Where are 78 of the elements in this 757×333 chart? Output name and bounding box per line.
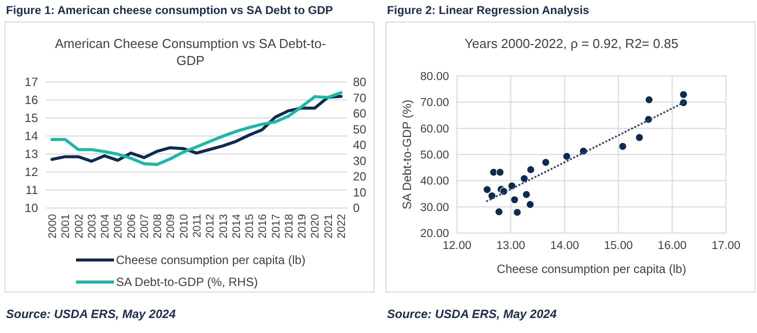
point <box>635 133 644 142</box>
point <box>520 174 528 183</box>
x-tick-label: 2016 <box>257 214 270 238</box>
y2-tick-label: 20 <box>353 170 367 184</box>
x-tick-label: 2019 <box>296 214 309 238</box>
x-tick-label: 16.00 <box>658 240 687 252</box>
y-tick-label: 10 <box>24 201 38 216</box>
x-tick-label: 12.00 <box>442 240 472 252</box>
y-tick-label: 50.00 <box>420 150 449 162</box>
y2-tick-label: 60 <box>353 106 367 121</box>
y2-tick-label: 80 <box>353 75 367 90</box>
x-tick-label: 2012 <box>204 214 217 238</box>
source-note: Source: USDA ERS, May 2024 <box>6 307 176 321</box>
x-axis-title: Cheese consumption per capita (lb) <box>496 262 686 276</box>
x-tick-label: 15.00 <box>604 240 633 252</box>
point <box>494 208 504 216</box>
x-tick-label: 2003 <box>86 214 98 238</box>
x-tick-label: 2001 <box>60 214 72 238</box>
point <box>618 142 627 150</box>
y2-tick-label: 50 <box>353 122 367 136</box>
x-tick-label: 2022 <box>336 214 348 238</box>
point <box>542 158 550 166</box>
y-tick-label: 80.00 <box>420 71 449 84</box>
y2-tick-label: 30 <box>353 154 367 168</box>
chart-subtitle: Years 2000-2022, ρ = 0.92, R2= 0.85 <box>464 36 678 51</box>
x-tick-label: 2009 <box>165 214 178 238</box>
y2-tick-label: 10 <box>353 185 367 200</box>
x-tick-label: 2013 <box>218 214 230 238</box>
point <box>526 166 535 174</box>
x-tick-label: 13.00 <box>496 240 526 252</box>
x-tick-label: 2005 <box>112 214 125 238</box>
point <box>483 185 492 194</box>
x-tick-label: 2007 <box>138 214 151 238</box>
x-tick-label: 2008 <box>152 214 164 238</box>
source-note: Source: USDA ERS, May 2024 <box>387 307 557 321</box>
y-tick-label: 13 <box>24 147 38 162</box>
x-tick-label: 2002 <box>73 214 86 238</box>
x-tick-label: 2014 <box>230 214 243 238</box>
point <box>644 96 654 104</box>
x-tick-label: 2010 <box>178 214 190 238</box>
y-tick-label: 16 <box>24 93 38 108</box>
y-tick-label: 30.00 <box>420 202 449 214</box>
point <box>496 168 504 176</box>
legend-label: Cheese consumption per capita (lb) <box>116 253 306 268</box>
y-tick-label: 11 <box>26 183 38 198</box>
y2-tick-label: 0 <box>353 201 360 216</box>
x-tick-label: 2020 <box>310 214 322 238</box>
x-tick-label: 2000 <box>47 214 59 238</box>
x-tick-label: 14.00 <box>550 240 579 252</box>
point <box>513 208 522 216</box>
point <box>526 200 534 209</box>
y-tick-label: 12 <box>24 165 38 180</box>
y-tick-label: 70.00 <box>420 97 449 110</box>
y-tick-label: 20.00 <box>420 228 449 240</box>
point <box>510 196 519 204</box>
y-tick-label: 40.00 <box>420 176 449 188</box>
chart-title: Figure 1: American cheese consumption vs SA Debt to GDP <box>6 5 334 17</box>
x-tick-label: 2015 <box>244 214 256 238</box>
x-tick-label: 2006 <box>126 214 138 238</box>
chart-subtitle: American Cheese Consumption vs SA Debt-to-GDP <box>55 36 326 68</box>
y2-tick-label: 40 <box>353 138 367 152</box>
x-tick-label: 2004 <box>100 214 112 238</box>
x-tick-label: 2018 <box>283 214 296 238</box>
y2-tick-label: 70 <box>353 90 367 105</box>
chart-title: Figure 2: Linear Regression Analysis <box>387 5 590 17</box>
y-tick-label: 15 <box>24 111 38 126</box>
y-tick-label: 14 <box>24 129 38 144</box>
point <box>562 152 571 160</box>
x-tick-label: 2011 <box>192 214 204 238</box>
y-tick-label: 60.00 <box>420 123 449 136</box>
point <box>522 190 530 199</box>
legend-label: SA Debt-to-GDP (%, RHS) <box>116 275 258 290</box>
x-tick-label: 17.00 <box>712 240 740 252</box>
point <box>679 90 688 99</box>
x-tick-label: 2017 <box>270 214 282 238</box>
y-tick-label: 17 <box>24 75 38 90</box>
x-tick-label: 2021 <box>322 214 335 238</box>
y-axis-title: SA Debt-to-GDP (%) <box>400 100 414 210</box>
